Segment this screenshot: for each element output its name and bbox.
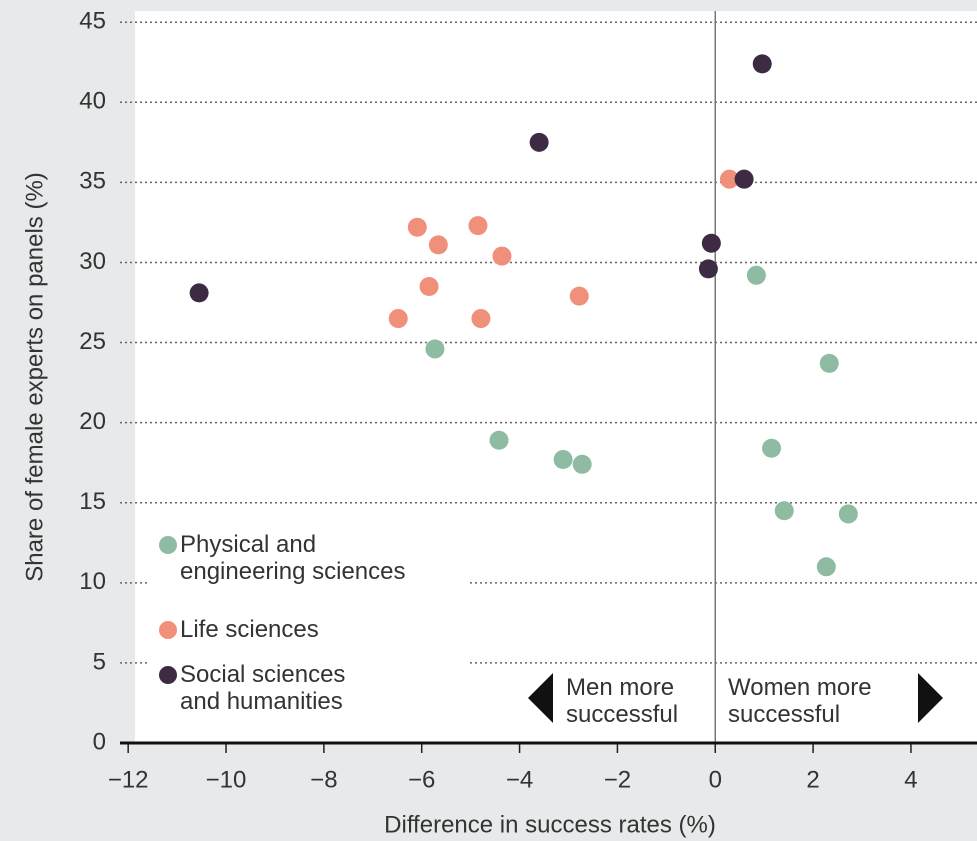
- y-tick-label: 20: [79, 408, 106, 435]
- point: [189, 283, 209, 303]
- point: [816, 557, 836, 577]
- x-tick-label: −6: [408, 766, 435, 793]
- x-tick-label: −2: [604, 766, 631, 793]
- y-tick-label: 0: [93, 728, 106, 755]
- point: [572, 454, 592, 474]
- point: [774, 501, 794, 521]
- point: [471, 309, 491, 329]
- legend-label: Physical and engineering sciences: [180, 531, 406, 585]
- y-tick-label: 5: [93, 648, 106, 675]
- x-tick-label: −4: [506, 766, 533, 793]
- point: [553, 449, 573, 469]
- x-tick-label: 2: [806, 766, 819, 793]
- legend-marker: [159, 666, 177, 684]
- legend-box: [150, 527, 470, 732]
- point: [698, 259, 718, 279]
- y-tick-label: 30: [79, 248, 106, 275]
- point: [569, 286, 589, 306]
- point: [407, 217, 427, 237]
- legend-label: Life sciences: [180, 616, 319, 643]
- point: [489, 430, 509, 450]
- x-tick-label: −8: [310, 766, 337, 793]
- annotation: Women more successful: [728, 674, 872, 728]
- x-tick-label: −10: [206, 766, 247, 793]
- x-tick-label: 0: [709, 766, 722, 793]
- point: [762, 438, 782, 458]
- point: [819, 353, 839, 373]
- right-arrow: [918, 673, 943, 723]
- legend-label: Social sciences and humanities: [180, 661, 346, 715]
- y-axis-label: Share of female experts on panels (%): [21, 172, 48, 582]
- x-tick-label: 4: [904, 766, 917, 793]
- left-arrow: [528, 673, 553, 723]
- point: [425, 339, 445, 359]
- point: [746, 265, 766, 285]
- y-axis-label-box: [8, 0, 38, 841]
- y-tick-label: 35: [79, 168, 106, 195]
- annotation: Men more successful: [566, 674, 679, 728]
- point: [734, 169, 754, 189]
- y-tick-label: 10: [79, 568, 106, 595]
- legend-marker: [159, 536, 177, 554]
- x-tick-label: −12: [108, 766, 149, 793]
- y-tick-label: 25: [79, 328, 106, 355]
- point: [529, 132, 549, 152]
- point: [752, 54, 772, 74]
- point: [468, 216, 488, 236]
- point: [419, 277, 439, 297]
- x-axis-label: Difference in success rates (%): [384, 811, 716, 838]
- point: [719, 169, 739, 189]
- point: [428, 235, 448, 255]
- point: [492, 246, 512, 266]
- legend-marker: [159, 621, 177, 639]
- y-tick-label: 40: [79, 88, 106, 115]
- y-tick-label: 15: [79, 488, 106, 515]
- y-tick-label: 45: [79, 8, 106, 35]
- point: [701, 233, 721, 253]
- point: [388, 309, 408, 329]
- point: [838, 504, 858, 524]
